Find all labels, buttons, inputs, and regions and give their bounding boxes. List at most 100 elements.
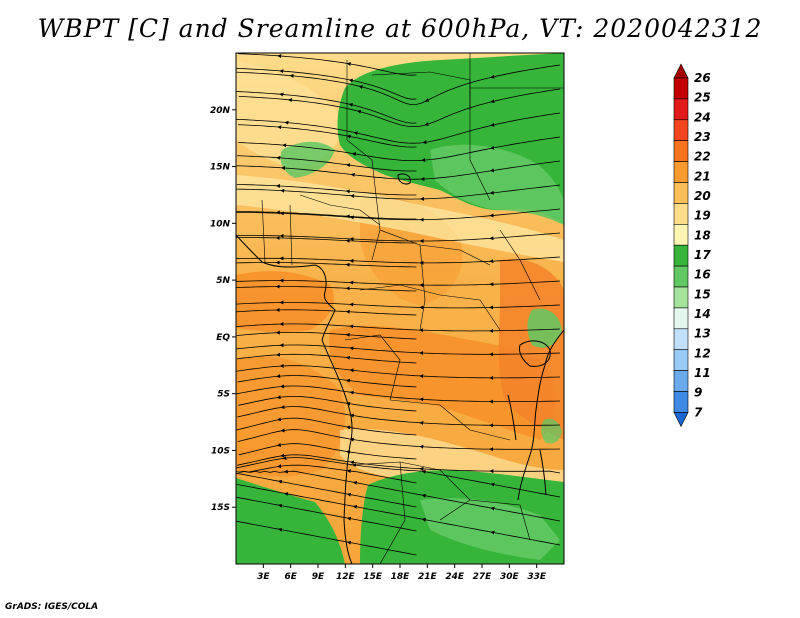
- wbpt-field: [236, 53, 564, 564]
- streamline-segment: [236, 472, 279, 482]
- field-warm-west: [236, 271, 334, 333]
- streamline-segment: [275, 260, 347, 265]
- colorbar-swatch: [673, 265, 689, 288]
- streamline-segment: [419, 215, 491, 222]
- streamline-segment: [352, 480, 423, 496]
- streamline-segment: [279, 322, 351, 327]
- streamline-segment: [490, 506, 561, 522]
- colorbar-label: 12: [694, 346, 711, 360]
- colorbar: 26 25 24 23 22 21 20 19 18 17 16 15 14 13 12 11 9 7: [673, 63, 711, 428]
- streamline-segment: [280, 188, 351, 197]
- streamline-segment: [419, 260, 491, 265]
- streamline-segment: [236, 332, 277, 336]
- colorbar-label: 16: [694, 268, 711, 282]
- border-6: [379, 229, 491, 266]
- streamline-segment: [236, 280, 281, 282]
- lake-tanganyika: [507, 394, 517, 441]
- colorbar-label: 24: [694, 110, 711, 124]
- streamline-segment: [489, 184, 561, 195]
- streamline-segment: [419, 238, 491, 243]
- colorbar-label: 18: [694, 228, 711, 242]
- field-warm-east: [498, 259, 564, 440]
- field-band-south: [340, 429, 564, 490]
- border-3: [469, 53, 491, 201]
- streamline-segment: [490, 136, 561, 150]
- streamline-segment: [349, 280, 421, 286]
- streamline-segment: [236, 71, 291, 76]
- colorbar-swatch: [673, 224, 689, 246]
- streamline-segment: [489, 304, 561, 310]
- streamline-segment: [489, 256, 561, 264]
- lake-victoria: [519, 340, 551, 367]
- streamline-segment: [348, 78, 417, 100]
- colorbar-label: 19: [694, 209, 711, 223]
- streamline-segment: [489, 399, 561, 404]
- streamline-segment: [421, 148, 491, 163]
- streamline-segment: [236, 419, 278, 431]
- y-tick-label: 15S: [211, 503, 230, 513]
- streamline-segment: [236, 483, 285, 494]
- streamline-segment: [236, 309, 277, 313]
- streamline-segment: [236, 286, 277, 288]
- streamline-segment: [348, 102, 417, 124]
- streamline-segment: [275, 235, 347, 241]
- streamline-segment: [351, 463, 423, 472]
- streamline-segment: [421, 493, 492, 509]
- streamline-segment: [490, 64, 561, 79]
- streamline-segment: [351, 152, 423, 162]
- streamline-segment: [276, 155, 347, 166]
- streamline-segment: [489, 280, 561, 287]
- border-13: [469, 499, 531, 541]
- streamline-segment: [282, 456, 353, 466]
- streamline-segment: [489, 160, 561, 173]
- streamline-segment: [236, 458, 284, 469]
- streamline-segment: [289, 73, 360, 87]
- streamline-segment: [358, 85, 426, 106]
- streamline-segment: [346, 134, 417, 148]
- streamline-segment: [279, 92, 350, 105]
- streamline-segment: [345, 214, 417, 220]
- colorbar-swatch: [673, 182, 689, 204]
- streamline-segment: [279, 300, 351, 305]
- streamline-segment: [236, 365, 281, 372]
- streamline-segment: [345, 238, 417, 244]
- streamline-segment: [345, 309, 417, 316]
- streamline-segment: [279, 211, 351, 218]
- grads-credit: GrADS: IGES/COLA: [5, 602, 99, 612]
- streamline-segment: [489, 232, 561, 241]
- streamline-segment: [237, 455, 282, 466]
- y-tick-label: 10S: [211, 446, 230, 456]
- colorbar-label: 11: [694, 366, 711, 380]
- streamline-segment: [356, 109, 426, 127]
- streamline-segment: [424, 101, 492, 126]
- colorbar-label: 20: [694, 189, 711, 203]
- streamline-segment: [236, 323, 281, 328]
- streamline-segment: [422, 125, 492, 145]
- streamline-segment: [237, 407, 282, 418]
- y-tick-label: 5N: [216, 276, 230, 286]
- streamline-segment: [346, 401, 417, 412]
- colorbar-label: 25: [694, 91, 711, 105]
- colorbar-label: 17: [694, 248, 711, 262]
- border-10: [389, 399, 511, 441]
- streamline-segment: [346, 62, 417, 76]
- streamline-segment: [236, 302, 281, 305]
- border-9: [344, 334, 401, 401]
- streamline-segment: [238, 445, 278, 456]
- streamline-segment: [349, 346, 421, 354]
- streamline-segment: [278, 527, 348, 543]
- border-7: [419, 244, 426, 331]
- streamline-segment: [278, 479, 348, 495]
- streamline-segment: [349, 460, 421, 470]
- x-tick-label: 33E: [527, 572, 547, 582]
- streamline-segment: [349, 390, 421, 400]
- streamline-segment: [346, 540, 417, 556]
- x-tick-label: 12E: [336, 572, 356, 582]
- streamline-segment: [236, 470, 285, 473]
- streamline-segment: [238, 124, 279, 128]
- streamline-segment: [236, 520, 279, 530]
- streamline-segment: [236, 212, 281, 214]
- streamline-segment: [275, 210, 347, 217]
- streamline-segment: [489, 375, 561, 380]
- streamline-segment: [346, 492, 417, 508]
